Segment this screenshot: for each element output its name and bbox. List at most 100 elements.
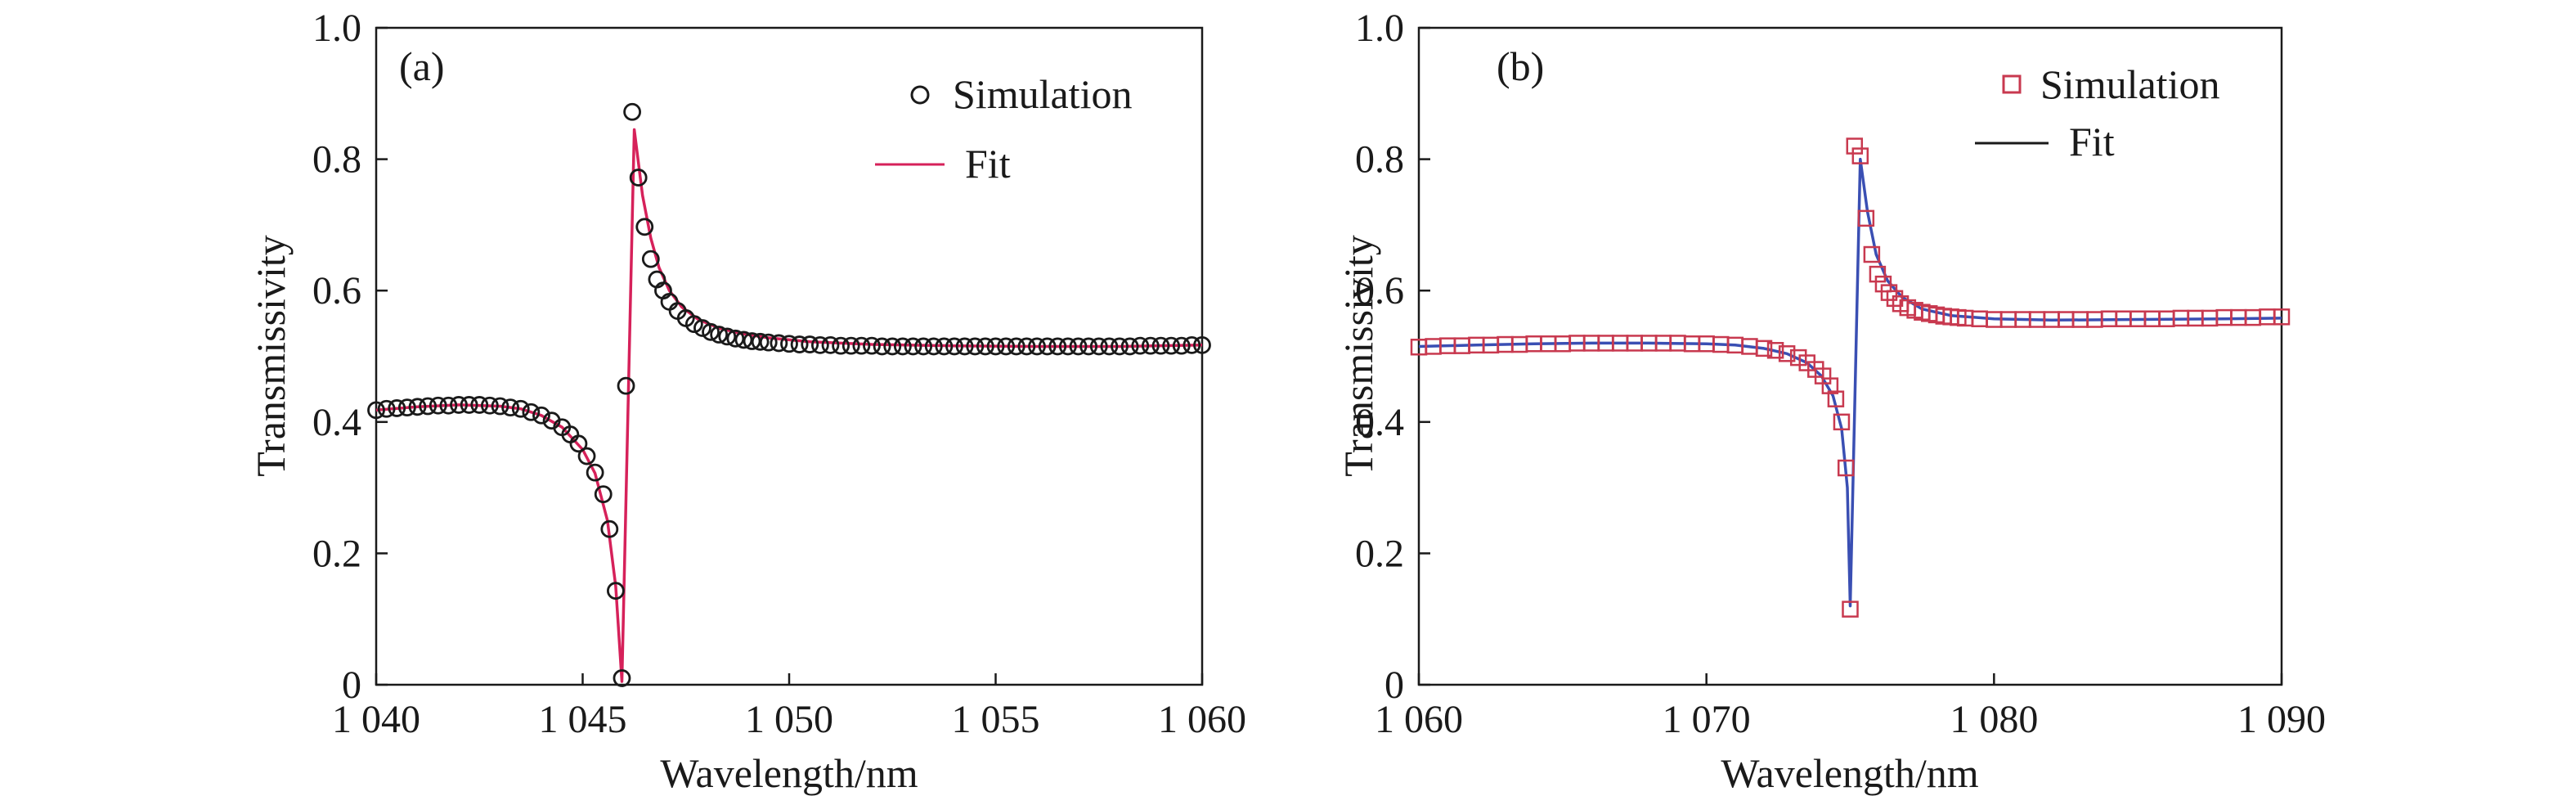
legend-fit-label-a: Fit xyxy=(965,141,1011,187)
simulation-point-b xyxy=(1874,275,1892,293)
simulation-point-a xyxy=(641,250,660,268)
x-tick-label-b: 1 090 xyxy=(2237,698,2326,741)
simulation-point-a xyxy=(408,398,427,416)
simulation-point-a xyxy=(726,329,745,348)
simulation-point-a xyxy=(577,447,596,465)
simulation-point-a xyxy=(450,396,468,414)
simulation-point-a xyxy=(702,322,720,341)
simulation-point-a xyxy=(1151,336,1170,355)
simulation-point-a xyxy=(586,463,604,482)
simulation-point-a xyxy=(734,331,753,349)
y-tick-label-a: 0.6 xyxy=(312,269,361,313)
legend-simulation-marker-a xyxy=(910,85,930,105)
simulation-point-b xyxy=(1766,342,1784,359)
y-tick-label-b: 0.4 xyxy=(1355,401,1404,444)
fit-curve-a xyxy=(375,128,1203,683)
simulation-point-a xyxy=(986,337,1005,356)
chart-panel-a: 1 040 1 045 1 050 1 055 1 060 0 0.2 0.4 0.6 0.8 1.… xyxy=(248,7,1246,796)
x-tick-label-b: 1 060 xyxy=(1375,698,1463,741)
simulation-point-a xyxy=(1193,335,1211,354)
simulation-point-a xyxy=(569,434,588,453)
simulation-point-a xyxy=(1100,337,1119,356)
simulation-point-a xyxy=(852,336,871,355)
simulation-point-a xyxy=(607,582,625,600)
simulation-point-a xyxy=(617,376,635,395)
simulation-point-a xyxy=(801,335,819,353)
panel-label-a: (a) xyxy=(399,43,445,89)
simulation-point-a xyxy=(1007,337,1025,356)
simulation-points-a xyxy=(367,102,1211,687)
simulation-point-a xyxy=(955,337,974,356)
simulation-point-a xyxy=(997,337,1016,356)
simulation-point-a xyxy=(914,337,933,356)
tick-labels-b: 1 060 1 070 1 080 1 090 0 0.2 0.4 0.6 0.8 1.0 xyxy=(1355,7,2326,741)
y-tick-label-b: 0.8 xyxy=(1355,138,1404,182)
simulation-point-a xyxy=(532,406,550,425)
simulation-point-a xyxy=(429,396,447,415)
simulation-point-a xyxy=(780,335,798,353)
simulation-point-a xyxy=(629,169,648,187)
simulation-point-b xyxy=(1778,345,1796,362)
legend-simulation-label-a: Simulation xyxy=(953,71,1132,117)
y-tick-label-a: 0.4 xyxy=(312,401,361,444)
simulation-point-a xyxy=(501,398,520,417)
simulation-point-a xyxy=(924,337,943,356)
tick-marks-b xyxy=(1417,26,2283,686)
simulation-point-a xyxy=(1079,337,1098,356)
y-tick-label-a: 0.8 xyxy=(312,138,361,182)
simulation-point-b xyxy=(1857,209,1875,227)
y-tick-label-b: 0 xyxy=(1384,663,1404,707)
simulation-point-a xyxy=(863,336,881,355)
simulation-point-a xyxy=(439,396,458,415)
panel-label-b: (b) xyxy=(1497,43,1544,89)
tick-labels-a: 1 040 1 045 1 050 1 055 1 060 0 0.2 0.4 0.6 0.8 1.… xyxy=(312,7,1246,741)
simulation-point-a xyxy=(1069,337,1088,356)
simulation-point-a xyxy=(491,397,509,416)
simulation-point-a xyxy=(480,396,499,415)
simulation-point-a xyxy=(377,399,396,418)
simulation-point-a xyxy=(904,337,922,356)
simulation-point-a xyxy=(594,485,613,504)
simulation-point-a xyxy=(1172,336,1191,355)
y-axis-label-a: Transmissivity xyxy=(248,235,294,476)
y-tick-label-a: 0 xyxy=(342,663,361,707)
simulation-point-b xyxy=(2273,308,2291,326)
fit-curve-b xyxy=(1418,157,2282,608)
simulation-point-a xyxy=(759,333,778,352)
simulation-point-a xyxy=(460,396,478,414)
simulation-point-a xyxy=(1162,336,1181,355)
simulation-point-a xyxy=(367,401,385,420)
x-axis-label-a: Wavelength/nm xyxy=(660,750,918,796)
simulation-point-b xyxy=(1846,137,1864,155)
legend-fit-label-b: Fit xyxy=(2069,119,2115,164)
simulation-point-a xyxy=(397,398,416,417)
simulation-point-a xyxy=(1038,337,1057,356)
tick-marks-a xyxy=(375,26,1204,686)
simulation-point-b xyxy=(1863,245,1881,263)
simulation-point-a xyxy=(841,336,860,355)
simulation-point-a xyxy=(623,102,641,121)
y-tick-label-a: 1.0 xyxy=(312,7,361,50)
legend-a: Simulation Fit xyxy=(875,71,1132,187)
x-tick-label-a: 1 060 xyxy=(1158,698,1246,741)
simulation-point-a xyxy=(710,326,729,344)
simulation-point-b xyxy=(1851,147,1869,164)
x-tick-label-a: 1 050 xyxy=(745,698,833,741)
simulation-point-a xyxy=(419,397,438,416)
simulation-point-a xyxy=(821,335,840,354)
simulation-point-a xyxy=(635,218,654,236)
y-tick-label-a: 0.2 xyxy=(312,532,361,575)
simulation-point-a xyxy=(945,337,963,356)
simulation-point-b xyxy=(1827,390,1845,407)
simulation-point-a xyxy=(1131,336,1150,355)
simulation-point-a xyxy=(1089,337,1108,356)
simulation-point-a xyxy=(1120,337,1139,356)
simulation-point-a xyxy=(873,337,891,356)
fit-line-b xyxy=(1418,157,2282,608)
y-tick-label-b: 0.2 xyxy=(1355,532,1404,575)
simulation-point-a xyxy=(966,337,985,356)
x-tick-label-a: 1 055 xyxy=(952,698,1040,741)
simulation-point-a xyxy=(600,519,619,538)
x-tick-label-b: 1 070 xyxy=(1663,698,1751,741)
